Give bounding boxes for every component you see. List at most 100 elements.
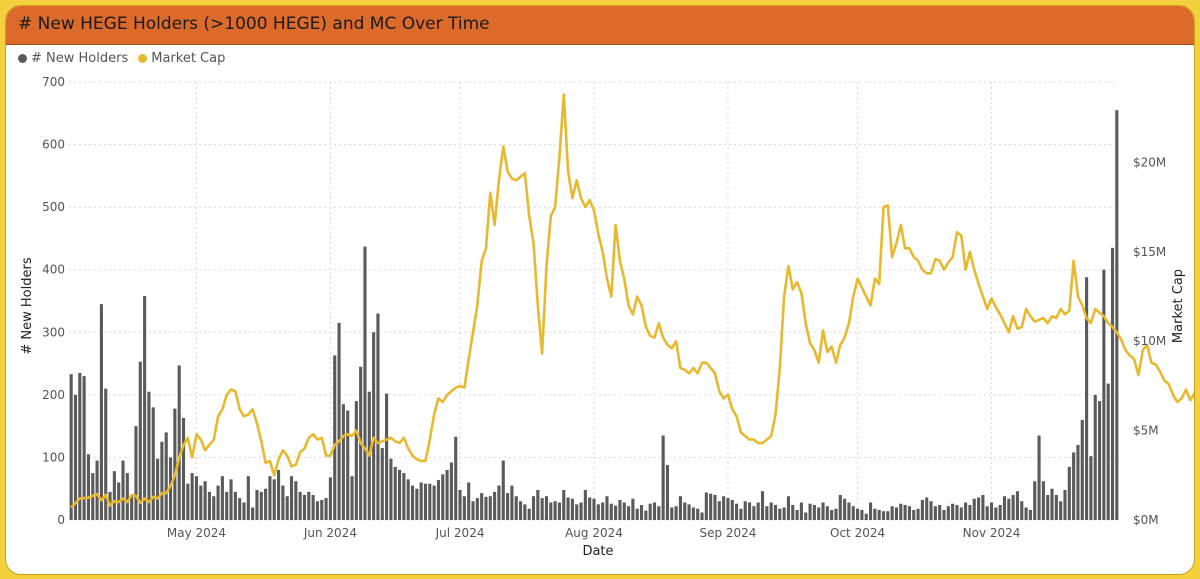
bar[interactable] bbox=[402, 473, 406, 520]
bar[interactable] bbox=[419, 482, 423, 520]
bar[interactable] bbox=[398, 469, 402, 520]
bar[interactable] bbox=[635, 508, 639, 520]
legend-item-new-holders[interactable]: # New Holders bbox=[18, 51, 128, 66]
bar[interactable] bbox=[562, 489, 566, 520]
bar[interactable] bbox=[216, 485, 220, 520]
bar[interactable] bbox=[778, 508, 782, 520]
bar[interactable] bbox=[544, 496, 549, 520]
bar[interactable] bbox=[627, 506, 631, 520]
bar[interactable] bbox=[609, 503, 613, 520]
bar[interactable] bbox=[743, 501, 747, 520]
bar[interactable] bbox=[229, 479, 233, 520]
bar[interactable] bbox=[817, 507, 821, 520]
bar[interactable] bbox=[1007, 498, 1011, 520]
bar[interactable] bbox=[333, 355, 337, 520]
bar[interactable] bbox=[518, 501, 523, 520]
bar[interactable] bbox=[704, 492, 708, 520]
bar[interactable] bbox=[890, 506, 894, 520]
bar[interactable] bbox=[225, 491, 229, 520]
bar[interactable] bbox=[324, 498, 328, 520]
bar[interactable] bbox=[989, 502, 994, 520]
bar[interactable] bbox=[765, 506, 769, 520]
bar[interactable] bbox=[791, 504, 795, 520]
bar[interactable] bbox=[553, 501, 557, 520]
bar[interactable] bbox=[475, 498, 479, 520]
bar[interactable] bbox=[380, 448, 384, 520]
bar[interactable] bbox=[739, 508, 743, 520]
bar[interactable] bbox=[566, 497, 570, 520]
bar[interactable] bbox=[933, 506, 937, 520]
bar[interactable] bbox=[899, 503, 903, 520]
bar[interactable] bbox=[639, 504, 644, 520]
bar[interactable] bbox=[121, 460, 125, 520]
bar[interactable] bbox=[583, 489, 587, 520]
bar[interactable] bbox=[622, 502, 626, 520]
bar[interactable] bbox=[1020, 501, 1024, 520]
bar[interactable] bbox=[302, 494, 307, 520]
bar[interactable] bbox=[264, 488, 268, 520]
bar[interactable] bbox=[220, 476, 224, 520]
bar[interactable] bbox=[834, 508, 838, 520]
bar[interactable] bbox=[73, 394, 78, 520]
bar[interactable] bbox=[181, 418, 186, 520]
bar[interactable] bbox=[536, 489, 540, 520]
bar[interactable] bbox=[1085, 277, 1089, 520]
bar[interactable] bbox=[652, 502, 657, 520]
bar[interactable] bbox=[557, 502, 561, 520]
bar[interactable] bbox=[886, 511, 890, 520]
bar[interactable] bbox=[812, 504, 816, 520]
bar[interactable] bbox=[130, 494, 134, 520]
bar[interactable] bbox=[406, 479, 410, 520]
bar[interactable] bbox=[1102, 269, 1106, 520]
bar[interactable] bbox=[760, 491, 765, 520]
bar[interactable] bbox=[454, 436, 458, 520]
bar[interactable] bbox=[938, 504, 942, 520]
bar[interactable] bbox=[756, 502, 760, 520]
bar[interactable] bbox=[955, 504, 959, 520]
bar[interactable] bbox=[1110, 247, 1115, 521]
bar[interactable] bbox=[531, 496, 536, 520]
bar[interactable] bbox=[881, 511, 886, 520]
market-cap-line[interactable] bbox=[70, 93, 1194, 509]
bar[interactable] bbox=[151, 407, 155, 520]
bar[interactable] bbox=[1098, 401, 1102, 520]
bar[interactable] bbox=[868, 502, 873, 520]
bar[interactable] bbox=[449, 462, 453, 520]
bar[interactable] bbox=[605, 496, 609, 520]
bar[interactable] bbox=[160, 441, 164, 520]
bar[interactable] bbox=[713, 494, 717, 520]
bar[interactable] bbox=[259, 491, 263, 520]
bar[interactable] bbox=[804, 512, 808, 520]
bar[interactable] bbox=[894, 507, 899, 520]
bar[interactable] bbox=[350, 476, 354, 520]
bar[interactable] bbox=[484, 496, 488, 520]
bar[interactable] bbox=[125, 473, 129, 520]
bar[interactable] bbox=[678, 496, 682, 520]
bar[interactable] bbox=[423, 483, 428, 520]
bar[interactable] bbox=[864, 513, 868, 520]
bar[interactable] bbox=[78, 372, 82, 520]
bar[interactable] bbox=[462, 496, 466, 520]
bar[interactable] bbox=[497, 485, 501, 520]
bar[interactable] bbox=[315, 501, 320, 520]
bar[interactable] bbox=[186, 483, 190, 520]
bar[interactable] bbox=[156, 458, 160, 520]
bar[interactable] bbox=[389, 458, 393, 520]
bar[interactable] bbox=[480, 493, 484, 520]
legend-item-market-cap[interactable]: Market Cap bbox=[138, 51, 225, 66]
bar[interactable] bbox=[674, 506, 678, 520]
bar[interactable] bbox=[233, 491, 237, 520]
bar[interactable] bbox=[968, 504, 972, 520]
bar[interactable] bbox=[596, 504, 600, 520]
bar[interactable] bbox=[946, 506, 950, 520]
bar[interactable] bbox=[570, 498, 574, 520]
bar[interactable] bbox=[786, 496, 790, 520]
bar[interactable] bbox=[1046, 494, 1050, 520]
bar[interactable] bbox=[1041, 481, 1045, 520]
bar[interactable] bbox=[722, 496, 726, 520]
bar[interactable] bbox=[138, 361, 142, 520]
bar[interactable] bbox=[691, 507, 695, 520]
bar[interactable] bbox=[1106, 383, 1110, 520]
bar[interactable] bbox=[735, 503, 739, 520]
bar[interactable] bbox=[769, 502, 773, 520]
